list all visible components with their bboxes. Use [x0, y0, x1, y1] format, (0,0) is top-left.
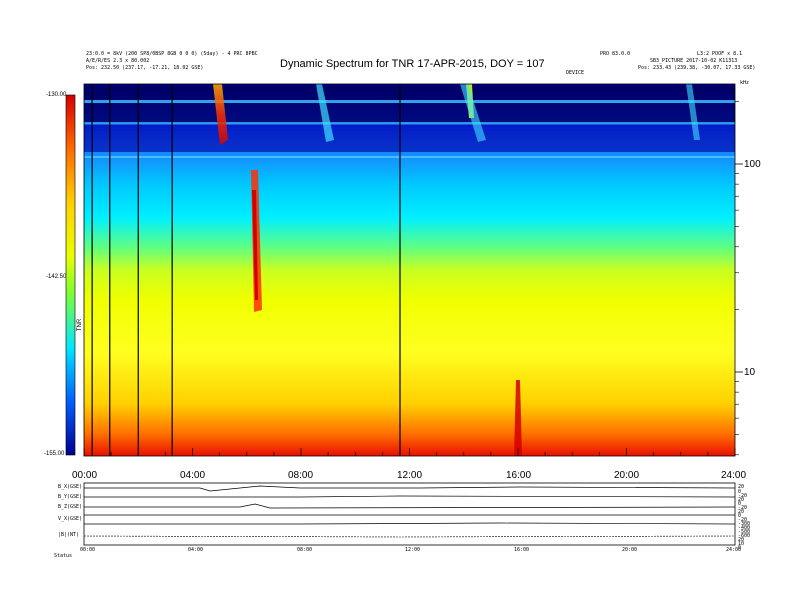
- colorbar: [65, 94, 76, 456]
- panel-right-value: -400: [738, 525, 751, 531]
- trace-density: [83, 535, 736, 538]
- header-right-line2: L3:2 POOF x 8.1: [697, 51, 743, 57]
- panel-label-bmag: |B|(NT): [58, 532, 80, 538]
- panel-x-tick: 20:00: [622, 547, 638, 553]
- panel-right-value: -500: [738, 529, 751, 535]
- panel-right-value: -20: [738, 505, 748, 511]
- arc-2250: [686, 84, 700, 140]
- panel-right-value: -300: [738, 521, 751, 527]
- x-tick-0400: 04:00: [180, 470, 206, 481]
- panel-right-value: -20: [738, 517, 748, 523]
- trace-by: [84, 495, 736, 498]
- bright-line-2: [84, 122, 735, 125]
- trace-bx: [84, 485, 736, 492]
- panel-right-value: 20: [738, 537, 745, 543]
- vertical-marker-lines: [91, 84, 401, 456]
- x-tick-0800: 08:00: [288, 470, 314, 481]
- x-tick-0000: 00:00: [72, 470, 98, 481]
- colorbar-min-label: -155.00: [44, 451, 65, 457]
- x-tick-1600: 16:00: [506, 470, 532, 481]
- header-right-line3: SB3_PICTURE 2017-10-02 K11313: [650, 58, 738, 64]
- panel-right-value: -600: [738, 533, 751, 539]
- y-tick-10: 10: [744, 367, 756, 378]
- y-tick-100: 100: [744, 159, 761, 170]
- panel-x-tick: 16:00: [514, 547, 530, 553]
- panel-x-tick: 12:00: [405, 547, 421, 553]
- panel-right-value: 0: [738, 501, 742, 507]
- y-axis-unit: kHz: [740, 80, 750, 86]
- device-marker-label: DEVICE: [566, 70, 585, 76]
- x-tick-1200: 12:00: [397, 470, 423, 481]
- solar-wind-traces: [83, 485, 736, 538]
- chart-title: Dynamic Spectrum for TNR 17-APR-2015, DO…: [280, 58, 545, 70]
- solar-wind-panels-frame: [83, 482, 736, 546]
- header-right-line1: PRO 83.0.0: [600, 51, 631, 57]
- panel-right-value: 20: [738, 497, 745, 503]
- panel-right-value: 0: [738, 489, 742, 495]
- panel-right-value: 20: [738, 509, 745, 515]
- panel-right-value: 0: [738, 545, 742, 551]
- panel-label-by: B_Y(GSE): [58, 494, 83, 500]
- trace-bz: [84, 503, 736, 509]
- panel-x-tick: 00:00: [80, 547, 96, 553]
- burst-0620-core: [252, 190, 258, 300]
- colorbar-max-label: -130.00: [46, 92, 67, 98]
- panel-label-bz: B_Z(GSE): [58, 504, 83, 510]
- header-right-line4: Pos: 233.43 (239.38, -30.07, 17.33 GSE): [638, 65, 756, 71]
- arc-0830: [316, 84, 334, 142]
- middle-dark-band: [84, 103, 735, 123]
- panel-x-tick: 08:00: [297, 547, 313, 553]
- panel-x-tick: 04:00: [188, 547, 204, 553]
- x-tick-2000: 20:00: [614, 470, 640, 481]
- panel-right-value: 10: [738, 541, 745, 547]
- panel-footer-label: Status: [54, 553, 73, 559]
- burst-0430: [213, 84, 228, 145]
- time-axis: [83, 448, 736, 456]
- arc-1420: [460, 84, 486, 142]
- panel-label-bx: B_X(GSE): [58, 484, 83, 490]
- bright-line-1: [84, 100, 735, 103]
- header-left-line3: Pos: 232.50 (237.17, -17.21, 18.02 GSE): [86, 65, 204, 71]
- panel-label-vx: V_X(GSE): [58, 516, 83, 522]
- panel-right-value: -20: [738, 493, 748, 499]
- frequency-axis: [735, 101, 743, 456]
- x-tick-2400: 24:00: [721, 470, 747, 481]
- lower-dark-band: [84, 124, 735, 152]
- spectrogram: [84, 84, 735, 456]
- header-left-line1: 23:0.0 = 8kV (200 SP8/0BSP 8GB 0 0 0) (5…: [86, 51, 258, 57]
- bright-line-3: [84, 156, 735, 158]
- burst-1600-low: [514, 380, 522, 456]
- panel-right-value: 0: [738, 513, 742, 519]
- panel-right-value: 20: [738, 484, 745, 490]
- header-left-line2: A/E/R/ES 2.3 x 80.002: [86, 58, 150, 64]
- upper-dark-band: [84, 86, 735, 102]
- trace-b-mag: [84, 522, 736, 525]
- panel-x-tick: 24:00: [726, 547, 742, 553]
- colorbar-mid-label: -142.50: [46, 274, 67, 280]
